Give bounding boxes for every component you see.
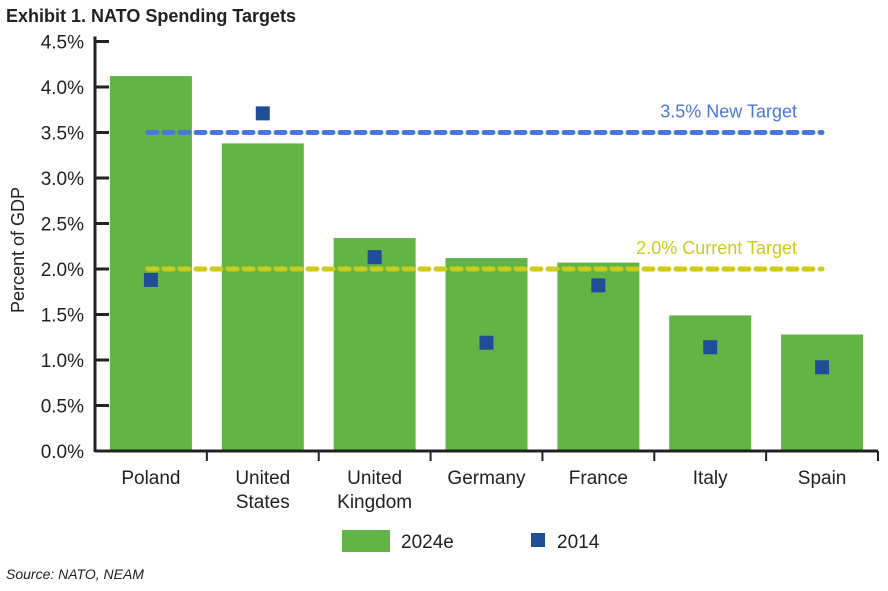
x-tick-label-2-1: Kingdom xyxy=(337,492,412,513)
x-tick-label-0-0: Poland xyxy=(121,468,180,489)
bar-2024e-5 xyxy=(669,315,752,451)
marker-2014-5 xyxy=(703,340,718,355)
bar-2024e-1 xyxy=(221,143,304,452)
chart-title: Exhibit 1. NATO Spending Targets xyxy=(6,6,297,26)
x-tick-label-6-0: Spain xyxy=(798,468,847,489)
bar-2024e-2 xyxy=(333,238,416,451)
y-tick-label-7: 3.5% xyxy=(41,124,84,145)
marker-2014-3 xyxy=(479,335,494,350)
reference-label-1: 2.0% Current Target xyxy=(636,238,797,258)
x-tick-label-5-0: Italy xyxy=(693,468,728,489)
y-tick-label-9: 4.5% xyxy=(41,33,84,54)
bar-2024e-0 xyxy=(109,76,192,451)
legend-swatch-2014 xyxy=(531,533,545,547)
y-tick-label-6: 3.0% xyxy=(41,169,84,190)
y-axis-label: Percent of GDP xyxy=(8,187,28,313)
marker-2014-2 xyxy=(367,250,382,265)
x-tick-label-3-0: Germany xyxy=(447,468,526,489)
x-tick-label-1-1: States xyxy=(236,492,290,513)
bar-2024e-4 xyxy=(557,262,640,451)
bar-2024e-3 xyxy=(445,258,528,451)
reference-label-0: 3.5% New Target xyxy=(660,102,797,122)
y-tick-label-5: 2.5% xyxy=(41,215,84,236)
marker-2014-4 xyxy=(591,278,606,293)
legend-swatch-2024e xyxy=(342,530,390,552)
legend-label-2014: 2014 xyxy=(557,532,600,553)
y-tick-label-0: 0.0% xyxy=(41,442,84,463)
legend-label-2024e: 2024e xyxy=(401,532,454,553)
x-tick-label-2-0: United xyxy=(347,468,402,489)
marker-2014-1 xyxy=(255,106,270,121)
x-tick-label-1-0: United xyxy=(235,468,290,489)
source-note: Source: NATO, NEAM xyxy=(6,566,144,582)
y-tick-label-1: 0.5% xyxy=(41,397,84,418)
x-tick-label-4-0: France xyxy=(569,468,628,489)
y-tick-label-8: 4.0% xyxy=(41,78,84,99)
marker-2014-0 xyxy=(143,272,158,287)
y-tick-label-3: 1.5% xyxy=(41,306,84,327)
bar-2024e-6 xyxy=(781,334,864,451)
marker-2014-6 xyxy=(815,360,830,375)
y-tick-label-4: 2.0% xyxy=(41,260,84,281)
y-tick-label-2: 1.0% xyxy=(41,351,84,372)
